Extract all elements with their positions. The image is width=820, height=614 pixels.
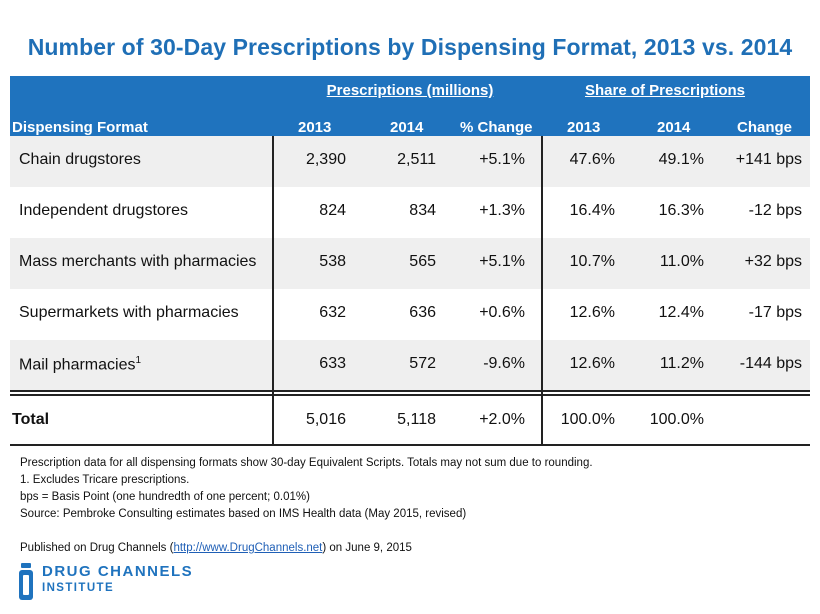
cell-p2014: 572 [409,355,436,372]
logo-line1: DRUG CHANNELS [42,563,194,580]
logo: DRUG CHANNELS INSTITUTE [18,563,218,603]
total-pct-change: +2.0% [479,411,525,428]
cell-pct-change: +5.1% [479,253,525,270]
cell-change: -144 bps [739,355,802,372]
col-header-change: Change [737,119,793,136]
table-bottom-rule [10,444,810,446]
table-row: Independent drugstores 824 834 +1.3% 16.… [10,187,810,238]
col-header-pct-change: % Change [460,119,533,136]
total-label: Total [12,411,50,428]
total-s2013: 100.0% [560,411,615,428]
cell-s2014: 12.4% [658,304,704,321]
logo-line2: INSTITUTE [42,582,115,594]
note-line: Source: Pembroke Consulting estimates ba… [20,508,467,520]
cell-s2014: 11.2% [659,355,704,372]
col-header-format: Dispensing Format [12,119,148,136]
page-title: Number of 30-Day Prescriptions by Dispen… [27,34,793,60]
cell-change: -17 bps [748,304,802,321]
cell-p2013: 2,390 [305,151,346,168]
cell-s2013: 12.6% [569,304,615,321]
cell-change: -12 bps [748,202,802,219]
published-line: Published on Drug Channels (http://www.D… [20,540,593,557]
cell-change: +141 bps [735,151,802,168]
cell-p2013: 633 [319,355,346,372]
published-suffix: ) on June 9, 2015 [322,542,412,554]
table-row: Mail pharmacies1 633 572 -9.6% 12.6% 11.… [10,340,810,391]
total-divider-bottom [10,394,810,396]
cell-p2013: 632 [319,304,346,321]
pill-bottle-icon [19,563,33,600]
cell-p2013: 538 [319,253,346,270]
cell-pct-change: +1.3% [479,202,525,219]
cell-p2013: 824 [319,202,346,219]
note-line: Prescription data for all dispensing for… [20,457,593,469]
note-line: bps = Basis Point (one hundredth of one … [20,491,310,503]
table-row: Supermarkets with pharmacies 632 636 +0.… [10,289,810,340]
col-header-2013-share: 2013 [567,119,601,136]
cell-s2014: 11.0% [659,253,704,270]
total-row: Total 5,016 5,118 +2.0% 100.0% 100.0% [10,395,810,446]
table-row: Chain drugstores 2,390 2,511 +5.1% 47.6%… [10,136,810,187]
footnotes: Prescription data for all dispensing for… [20,455,593,557]
cell-pct-change: +5.1% [479,151,525,168]
row-label: Supermarkets with pharmacies [19,304,239,321]
cell-s2013: 12.6% [569,355,615,372]
published-prefix: Published on Drug Channels ( [20,542,174,554]
col-header-2013-prescriptions: 2013 [298,119,332,136]
cell-change: +32 bps [744,253,802,270]
row-label-text: Mail pharmacies [19,356,136,374]
col-header-2014-prescriptions: 2014 [390,119,424,136]
col-header-2014-share: 2014 [657,119,691,136]
column-divider-right [541,136,543,444]
total-p2014: 5,118 [397,411,436,428]
table-header: Prescriptions (millions) Share of Prescr… [10,76,810,136]
row-label: Chain drugstores [19,151,141,168]
cell-p2014: 2,511 [397,151,436,168]
cell-s2013: 47.6% [569,151,615,168]
group-header-share: Share of Prescriptions [584,82,746,99]
cell-s2014: 49.1% [658,151,704,168]
row-label: Mass merchants with pharmacies [19,253,257,270]
note-line: 1. Excludes Tricare prescriptions. [20,474,190,486]
table-row: Mass merchants with pharmacies 538 565 +… [10,238,810,289]
cell-s2013: 16.4% [569,202,615,219]
total-s2014: 100.0% [649,411,704,428]
cell-s2013: 10.7% [569,253,615,270]
cell-p2014: 636 [409,304,436,321]
drugchannels-link[interactable]: http://www.DrugChannels.net [173,542,323,554]
prescriptions-table: Prescriptions (millions) Share of Prescr… [10,76,810,446]
row-label: Independent drugstores [19,202,189,219]
total-divider-top [10,390,810,392]
footnote-marker: 1 [135,355,142,366]
cell-s2014: 16.3% [658,202,704,219]
row-label: Mail pharmacies1 [19,355,141,374]
cell-p2014: 834 [409,202,436,219]
cell-pct-change: -9.6% [483,355,525,372]
column-divider-left [272,136,274,444]
cell-pct-change: +0.6% [479,304,525,321]
total-p2013: 5,016 [305,411,346,428]
cell-p2014: 565 [409,253,436,270]
group-header-prescriptions: Prescriptions (millions) [326,82,494,99]
